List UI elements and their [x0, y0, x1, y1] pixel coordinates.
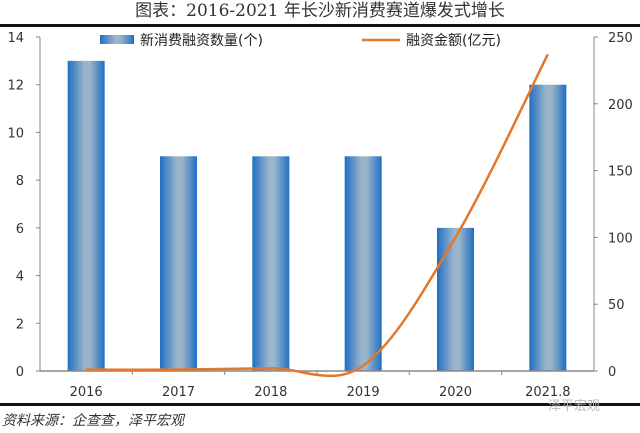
bars — [67, 60, 567, 371]
axes: 0 2 4 6 8 10 12 14 0 50 100 150 200 250 2016 2017 2018 20… — [7, 31, 632, 400]
x-tick-label: 2021.8 — [525, 385, 571, 400]
right-tick-label: 50 — [608, 298, 625, 313]
bar — [252, 156, 290, 371]
legend-line-label: 融资金额(亿元) — [406, 33, 501, 49]
x-tick-label: 2019 — [347, 385, 380, 400]
bar — [67, 60, 105, 371]
bar — [344, 156, 382, 371]
left-tick-label: 8 — [16, 174, 24, 189]
left-tick-label: 4 — [16, 270, 24, 285]
chart: 新消费融资数量(个) 融资金额(亿元) 0 2 4 6 8 10 12 14 0 50 100 150… — [7, 31, 632, 400]
bar — [160, 156, 197, 371]
source-note: 资料来源：企查查，泽平宏观 — [2, 413, 184, 429]
amount-line — [86, 53, 549, 378]
x-tick-label: 2016 — [70, 385, 103, 400]
legend-bar-label: 新消费融资数量(个) — [140, 33, 263, 49]
footer-rule — [0, 403, 640, 406]
right-tick-label: 100 — [608, 231, 633, 246]
right-tick-label: 0 — [608, 365, 616, 380]
watermark: 泽平宏观 — [548, 399, 601, 414]
left-tick-label: 10 — [7, 126, 24, 141]
left-tick-label: 6 — [16, 222, 24, 237]
x-tick-label: 2020 — [439, 385, 472, 400]
title-rule — [0, 24, 640, 27]
right-tick-label: 150 — [608, 165, 633, 180]
right-tick-label: 200 — [608, 98, 633, 113]
x-tick-label: 2018 — [254, 385, 287, 400]
left-tick-label: 14 — [7, 31, 24, 46]
legend: 新消费融资数量(个) 融资金额(亿元) — [100, 33, 501, 49]
legend-bar-swatch — [100, 35, 134, 44]
left-tick-label: 0 — [16, 365, 24, 380]
bar — [437, 227, 474, 371]
x-tick-label: 2017 — [162, 385, 195, 400]
left-tick-label: 12 — [7, 79, 24, 94]
bar — [529, 84, 567, 371]
left-tick-label: 2 — [16, 317, 24, 332]
right-tick-label: 250 — [608, 31, 633, 46]
chart-title: 图表：2016-2021 年长沙新消费赛道爆发式增长 — [135, 1, 505, 21]
